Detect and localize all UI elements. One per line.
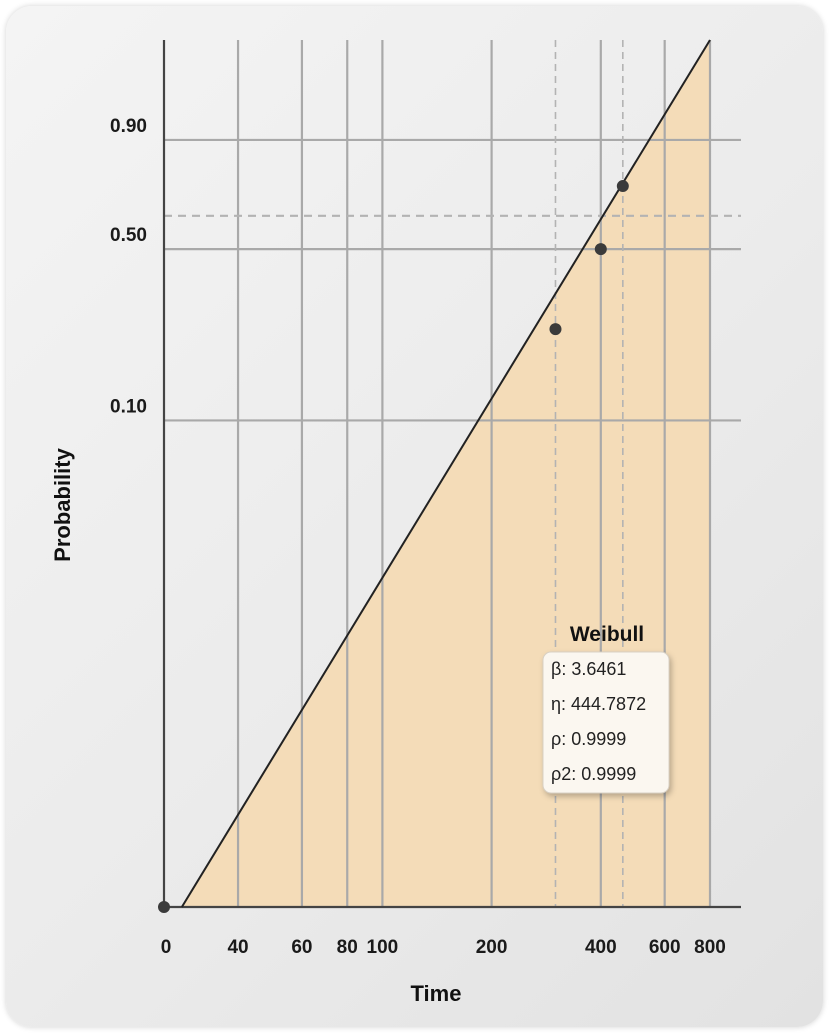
legend-title: Weibull [570, 623, 644, 646]
y-axis-title: Probability [50, 447, 75, 561]
x-tick-label-40: 40 [227, 937, 248, 958]
data-point-4 [616, 180, 629, 193]
x-axis-title: Time [411, 981, 462, 1006]
horizontal-gridlines [164, 138, 741, 422]
x-tick-label-200: 200 [476, 937, 508, 958]
x-tick-label-60: 60 [291, 937, 312, 958]
data-points [158, 180, 629, 913]
x-tick-label-100: 100 [367, 937, 399, 958]
x-tick-labels: 0 40 60 80 100 200 400 600 800 [161, 937, 726, 958]
legend-beta: β: 3.6461 [551, 659, 626, 679]
data-point-2 [549, 323, 562, 336]
y-tick-labels: 0.10 0.50 0.90 [110, 116, 147, 418]
legend-eta: η: 444.7872 [551, 694, 646, 714]
x-tick-label-800: 800 [694, 937, 726, 958]
x-tick-label-origin: 0 [161, 937, 172, 958]
legend-box: Weibull β: 3.6461 η: 444.7872 ρ: 0.9999 … [542, 623, 670, 794]
x-tick-label-600: 600 [649, 937, 681, 958]
x-tick-label-80: 80 [337, 937, 358, 958]
legend-rho: ρ: 0.9999 [551, 729, 626, 749]
data-point-3 [594, 243, 607, 256]
y-tick-label-0.50: 0.50 [110, 225, 147, 246]
legend-rho2: ρ2: 0.9999 [551, 764, 636, 784]
x-tick-label-400: 400 [585, 937, 617, 958]
y-tick-label-0.10: 0.10 [110, 396, 147, 417]
y-tick-label-0.90: 0.90 [110, 116, 147, 137]
data-point-1 [158, 901, 170, 913]
